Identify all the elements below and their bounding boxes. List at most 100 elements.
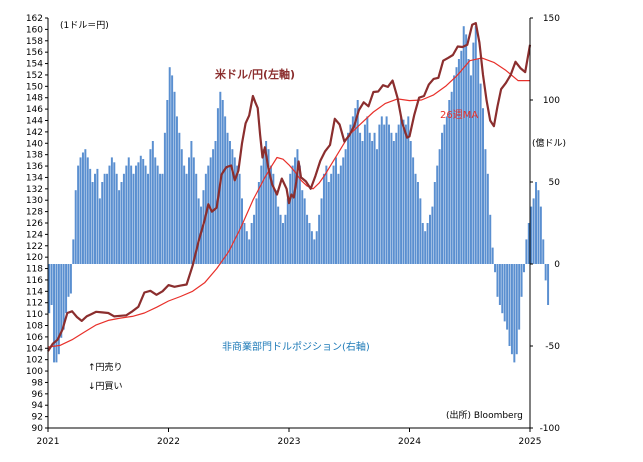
position-bar	[325, 165, 328, 264]
position-series-label: 非商業部門ドルポジション(右軸)	[222, 340, 370, 353]
left-tick-label: 120	[26, 253, 43, 263]
position-bar	[424, 231, 427, 264]
position-bar	[190, 141, 193, 264]
x-tick-label: 2023	[278, 437, 301, 447]
position-bar	[448, 100, 451, 264]
position-bar	[337, 173, 340, 264]
position-bar	[322, 173, 325, 264]
position-bar	[291, 165, 294, 264]
position-bar	[132, 173, 135, 264]
position-bar	[347, 132, 350, 264]
ma26-series-label: 26週MA	[440, 109, 478, 121]
position-bar	[50, 264, 53, 305]
x-tick-label: 2021	[37, 437, 60, 447]
position-bar	[308, 223, 311, 264]
left-tick-label: 144	[26, 117, 43, 127]
left-tick-label: 98	[32, 378, 44, 388]
position-bar	[48, 264, 51, 314]
position-bar	[79, 157, 82, 264]
position-bar	[330, 173, 333, 264]
position-bar	[474, 26, 477, 265]
position-bar	[465, 34, 468, 265]
position-bar	[453, 75, 456, 265]
position-bar	[477, 59, 480, 264]
position-bar	[351, 116, 354, 265]
position-bar	[421, 223, 424, 264]
position-bar	[313, 239, 316, 264]
position-bar	[110, 157, 113, 264]
position-bar	[429, 214, 431, 264]
position-bar	[255, 198, 258, 264]
position-bar	[257, 182, 260, 264]
position-bar	[433, 182, 436, 264]
left-tick-label: 104	[26, 344, 43, 354]
position-bar	[274, 190, 277, 264]
ma26-line	[47, 57, 530, 348]
x-tick-label: 2025	[519, 437, 542, 447]
position-bar	[371, 141, 374, 264]
position-bar	[400, 116, 403, 265]
position-bar	[547, 264, 550, 305]
position-bar	[245, 231, 248, 264]
position-bar	[231, 149, 234, 264]
position-bar	[469, 75, 472, 265]
position-bar	[77, 165, 80, 264]
position-bar	[390, 132, 393, 264]
position-bar	[55, 264, 58, 363]
left-tick-label: 138	[26, 151, 43, 161]
left-tick-label: 94	[32, 401, 44, 411]
position-bar	[395, 132, 398, 264]
position-bar	[383, 124, 386, 264]
position-bar	[318, 214, 321, 264]
right-tick-label: -50	[545, 342, 560, 352]
left-tick-label: 152	[26, 71, 43, 81]
position-bar	[127, 157, 130, 264]
position-bar	[221, 100, 224, 264]
position-bar	[522, 264, 525, 273]
position-bar	[530, 206, 533, 264]
position-bar	[363, 124, 366, 264]
position-bar	[409, 141, 412, 264]
position-bar	[462, 26, 465, 265]
position-bar	[397, 124, 400, 264]
right-axis-unit-label: (億ドル)	[532, 137, 566, 149]
position-bar	[486, 173, 489, 264]
left-tick-label: 160	[26, 25, 43, 35]
position-bar	[108, 165, 111, 264]
position-bar	[402, 119, 405, 265]
position-bar	[267, 149, 270, 264]
position-bar	[375, 149, 378, 264]
position-bar	[482, 108, 484, 264]
position-bar	[84, 149, 87, 264]
position-bar	[81, 152, 84, 264]
position-bar	[163, 132, 166, 264]
position-bar	[188, 157, 190, 264]
position-bar	[147, 173, 150, 264]
position-bar	[161, 173, 164, 264]
position-bar	[142, 159, 145, 264]
right-tick-label: 50	[549, 178, 561, 188]
position-bar	[419, 198, 422, 264]
position-bar	[113, 162, 116, 264]
position-bar	[195, 173, 198, 264]
position-bar	[185, 173, 188, 264]
position-bar	[515, 264, 518, 355]
position-bar	[134, 165, 137, 264]
position-bar	[115, 173, 118, 264]
position-bar	[539, 206, 542, 264]
position-bar	[180, 149, 183, 264]
position-bar	[260, 165, 263, 264]
left-tick-label: 128	[26, 208, 43, 218]
position-bar	[156, 165, 159, 264]
position-bar	[224, 116, 227, 265]
position-bar	[284, 214, 287, 264]
position-bar	[149, 149, 152, 264]
position-bar	[197, 198, 200, 264]
position-bar	[74, 190, 77, 264]
right-tick-label: 100	[543, 96, 560, 106]
position-bar	[130, 165, 133, 264]
left-tick-label: 116	[26, 276, 43, 286]
left-tick-label: 146	[26, 105, 43, 115]
